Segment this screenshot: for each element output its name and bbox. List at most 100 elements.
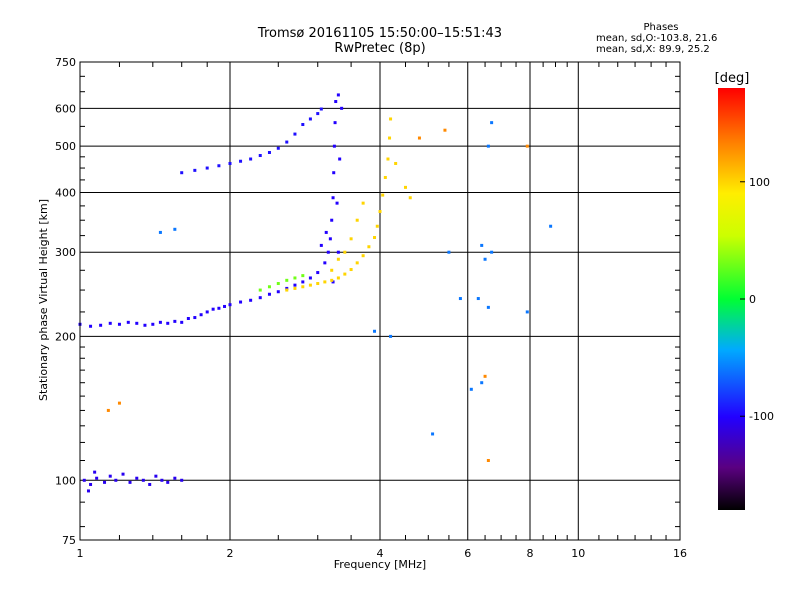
data-point bbox=[293, 276, 297, 280]
data-point bbox=[293, 286, 297, 290]
x-tick-label: 2 bbox=[227, 547, 234, 560]
data-point bbox=[335, 201, 339, 205]
data-point bbox=[93, 470, 97, 474]
data-point bbox=[211, 307, 215, 311]
data-point bbox=[205, 166, 209, 170]
data-point bbox=[316, 112, 320, 116]
data-point bbox=[443, 128, 447, 132]
data-point bbox=[249, 298, 253, 302]
data-point bbox=[486, 144, 490, 148]
data-point bbox=[143, 323, 147, 327]
colorbar-tick-label: 0 bbox=[749, 293, 756, 306]
data-point bbox=[117, 401, 121, 405]
data-point bbox=[373, 329, 377, 333]
data-point bbox=[301, 285, 305, 289]
data-point bbox=[141, 478, 145, 482]
data-point bbox=[173, 319, 177, 323]
y-tick-label: 75 bbox=[62, 534, 76, 547]
data-point bbox=[154, 474, 158, 478]
data-point bbox=[349, 268, 353, 272]
data-point bbox=[160, 478, 164, 482]
data-point bbox=[293, 283, 297, 287]
data-point bbox=[336, 250, 340, 254]
data-point bbox=[205, 310, 209, 314]
phase-stats-o: mean, sd,O:-103.8, 21.6 bbox=[596, 33, 718, 44]
colorbar-label: [deg] bbox=[715, 71, 750, 86]
data-point bbox=[343, 250, 347, 254]
data-point bbox=[121, 472, 125, 476]
data-point bbox=[417, 136, 421, 140]
data-point bbox=[332, 171, 336, 175]
data-point bbox=[276, 290, 280, 294]
data-point bbox=[117, 322, 121, 326]
data-point bbox=[285, 278, 289, 282]
data-point bbox=[525, 144, 529, 148]
data-point bbox=[276, 146, 280, 150]
data-point bbox=[180, 478, 184, 482]
data-point bbox=[114, 478, 118, 482]
data-point bbox=[330, 218, 334, 222]
plot-frame bbox=[79, 61, 681, 541]
data-point bbox=[276, 282, 280, 286]
data-point bbox=[361, 254, 365, 258]
data-point bbox=[355, 218, 359, 222]
data-point bbox=[217, 306, 221, 310]
data-point bbox=[293, 132, 297, 136]
data-point bbox=[549, 224, 553, 228]
data-point bbox=[394, 161, 398, 165]
data-point bbox=[285, 288, 289, 292]
data-point bbox=[331, 280, 335, 284]
data-point bbox=[82, 478, 86, 482]
data-point bbox=[267, 285, 271, 289]
data-point bbox=[285, 286, 289, 290]
data-point bbox=[258, 154, 262, 158]
chart-title-block: Tromsø 20161105 15:50:00–15:51:43 RwPret… bbox=[180, 26, 580, 56]
data-point bbox=[458, 297, 462, 301]
data-point bbox=[389, 117, 393, 121]
chart-subtitle: RwPretec (8p) bbox=[334, 41, 426, 56]
data-point bbox=[148, 482, 152, 486]
data-point bbox=[89, 482, 93, 486]
x-tick-label: 1 bbox=[77, 547, 84, 560]
data-point bbox=[469, 387, 473, 391]
data-point bbox=[355, 261, 359, 265]
data-point bbox=[403, 185, 407, 189]
data-point bbox=[389, 334, 393, 338]
data-point bbox=[166, 321, 170, 325]
data-point bbox=[135, 321, 139, 325]
data-point bbox=[228, 161, 232, 165]
data-point bbox=[476, 297, 480, 301]
data-point bbox=[375, 224, 379, 228]
data-point bbox=[285, 140, 289, 144]
data-point bbox=[166, 480, 170, 484]
data-point bbox=[267, 150, 271, 154]
data-point bbox=[480, 243, 484, 247]
data-point bbox=[308, 276, 312, 280]
y-tick-label: 500 bbox=[55, 140, 76, 153]
data-point bbox=[338, 157, 342, 161]
data-point bbox=[332, 144, 336, 148]
y-tick-label: 300 bbox=[55, 246, 76, 259]
data-point bbox=[323, 280, 327, 284]
data-point bbox=[486, 305, 490, 309]
data-point bbox=[86, 489, 90, 493]
phase-stats-x: mean, sd,X: 89.9, 25.2 bbox=[596, 44, 710, 55]
data-point bbox=[381, 193, 385, 197]
x-axis-label: Frequency [MHz] bbox=[334, 558, 426, 571]
data-point bbox=[126, 320, 130, 324]
data-point bbox=[308, 117, 312, 121]
data-point bbox=[336, 93, 340, 97]
data-point bbox=[258, 288, 262, 292]
data-point bbox=[249, 157, 253, 161]
data-point bbox=[267, 292, 271, 296]
data-point bbox=[483, 257, 487, 261]
data-point bbox=[431, 432, 435, 436]
data-point bbox=[173, 227, 177, 231]
data-point bbox=[373, 236, 377, 240]
data-point bbox=[367, 245, 371, 249]
data-point bbox=[239, 300, 243, 304]
data-point bbox=[228, 303, 232, 307]
data-point bbox=[258, 296, 262, 300]
data-point bbox=[108, 321, 112, 325]
